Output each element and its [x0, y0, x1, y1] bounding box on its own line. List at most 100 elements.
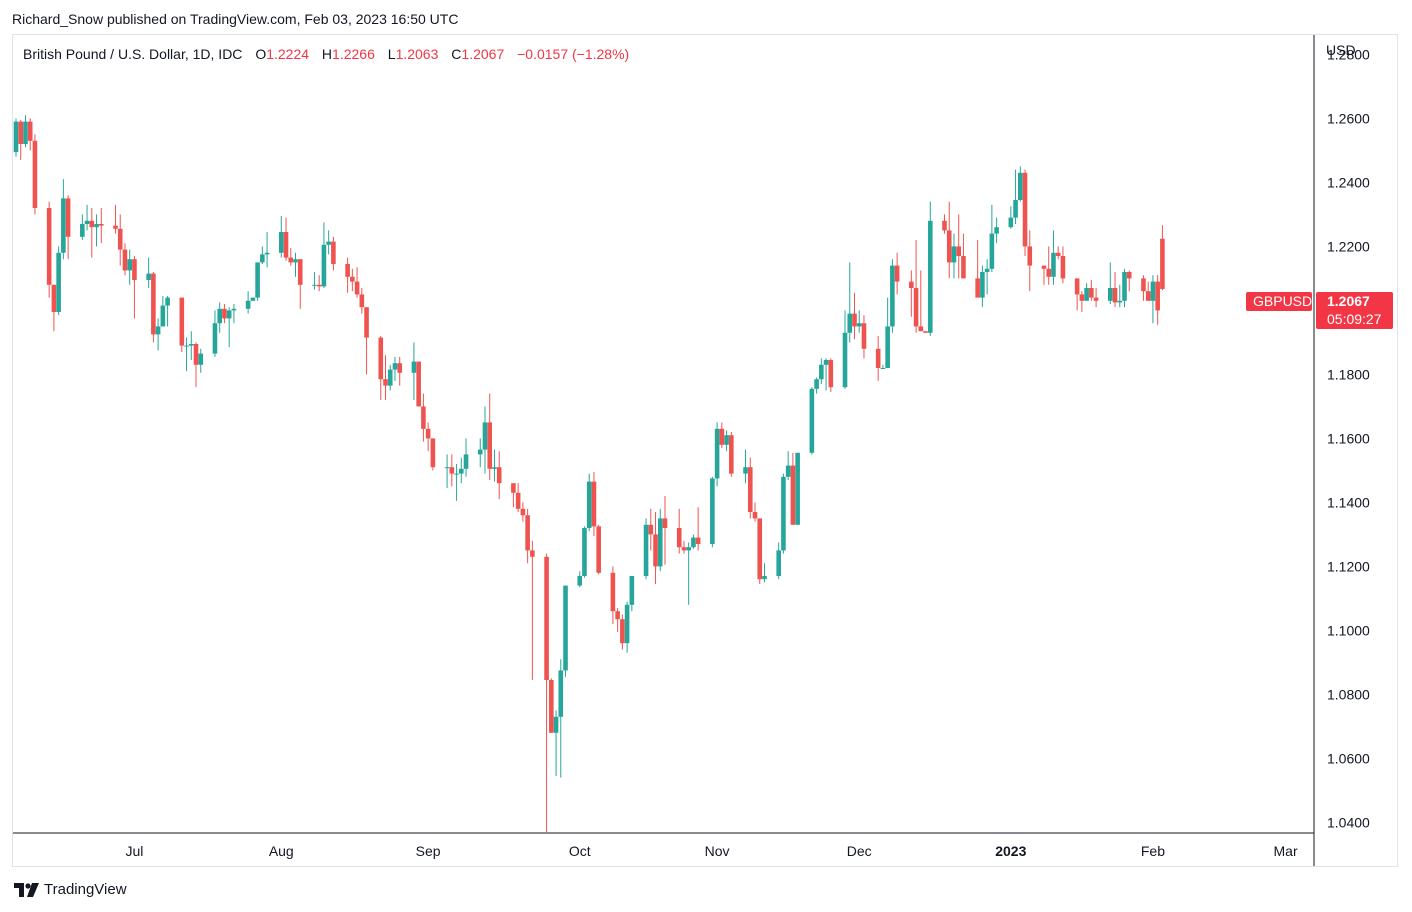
candle-body — [795, 452, 800, 525]
candle-body — [132, 259, 137, 280]
candle-body — [582, 528, 587, 576]
candle-body — [392, 363, 398, 370]
candle-body — [918, 326, 924, 332]
candle — [392, 356, 398, 381]
candle-body — [1074, 278, 1080, 295]
candle — [989, 204, 995, 272]
candle-body — [942, 220, 947, 231]
candle-body — [482, 422, 488, 450]
candle — [188, 331, 194, 360]
candle-body — [1022, 172, 1028, 247]
candle-body — [752, 512, 758, 519]
candle-body — [842, 332, 848, 388]
candle — [155, 318, 161, 351]
candle — [345, 257, 350, 293]
candle — [890, 259, 895, 333]
candle-body — [283, 232, 289, 258]
candle-body — [98, 224, 104, 226]
candle-body — [809, 388, 815, 453]
candle-body — [444, 467, 450, 469]
candle-body — [288, 257, 294, 263]
candle — [89, 208, 95, 258]
candle — [212, 310, 218, 357]
candle — [18, 120, 24, 160]
candle — [222, 304, 227, 324]
candle-body — [544, 556, 549, 680]
price-tick-label: 1.0800 — [1327, 686, 1370, 702]
candle — [620, 614, 625, 650]
candle-body — [757, 518, 763, 580]
candle — [610, 566, 616, 624]
candle-body — [710, 478, 715, 544]
candle — [828, 358, 834, 392]
candle — [27, 118, 33, 151]
candle-body — [297, 259, 303, 285]
candle-body — [65, 198, 71, 237]
candle-body — [430, 438, 436, 468]
candle — [255, 262, 260, 301]
candle-body — [1145, 291, 1151, 301]
candle — [1051, 230, 1056, 285]
candle — [885, 297, 890, 368]
candle-body — [255, 262, 260, 298]
price-tag[interactable]: GBPUSD 1.2067 05:09:27 — [1246, 292, 1393, 329]
candle — [449, 454, 455, 487]
candle-body — [250, 297, 256, 301]
candle — [714, 422, 720, 487]
candle — [691, 534, 696, 549]
candle-body — [1117, 300, 1123, 303]
price-tag-countdown: 05:09:27 — [1327, 311, 1382, 327]
candle-body — [1017, 172, 1023, 200]
legend-close-value: 1.2067 — [461, 46, 505, 62]
candle — [364, 307, 369, 375]
candle-body — [1112, 288, 1118, 303]
tradingview-footer[interactable]: TradingView — [14, 881, 127, 898]
candle — [184, 337, 189, 372]
candle-body — [814, 379, 819, 389]
candle-body — [909, 281, 914, 288]
candle-body — [193, 344, 199, 365]
candle-body — [184, 345, 189, 347]
time-axis-ticks: Jul Aug Sep Oct Nov Dec 2023 Feb Mar — [125, 843, 1297, 859]
candle-body — [1150, 281, 1156, 301]
time-tick-label: Nov — [705, 843, 730, 859]
price-tick-label: 1.0600 — [1327, 750, 1370, 766]
candle-body — [657, 518, 663, 567]
candle — [350, 268, 355, 292]
candle — [861, 315, 867, 359]
legend-low-value: 1.2063 — [395, 46, 439, 62]
candle-body — [1155, 281, 1160, 311]
candle-body — [1013, 200, 1018, 218]
candle — [198, 348, 204, 373]
candle — [809, 387, 815, 455]
candle — [762, 563, 767, 583]
candle-body — [321, 244, 327, 287]
candle-body — [629, 576, 635, 605]
candle — [477, 438, 483, 468]
candle — [127, 249, 132, 285]
candle — [1150, 275, 1156, 324]
candles-layer — [13, 115, 1165, 832]
candle-body — [421, 406, 426, 429]
candle-body — [923, 331, 928, 333]
candle-body — [416, 361, 421, 407]
candle-body — [624, 604, 630, 644]
candle-body — [454, 473, 459, 475]
candle — [1155, 275, 1160, 325]
candle-body — [188, 344, 194, 346]
candle-body — [691, 537, 696, 548]
candle-body — [80, 224, 85, 237]
candle — [146, 257, 151, 288]
candle-body — [94, 224, 99, 228]
candle-body — [378, 337, 384, 380]
candle — [1122, 268, 1127, 308]
chart-legend: British Pound / U.S. Dollar, 1D, IDC O1.… — [23, 46, 629, 62]
tradingview-brand: TradingView — [44, 881, 127, 898]
candle-body — [226, 310, 232, 319]
candle — [515, 483, 521, 512]
candle — [245, 291, 251, 314]
candle — [615, 608, 620, 632]
candle — [32, 134, 38, 215]
candle-body — [312, 284, 317, 286]
